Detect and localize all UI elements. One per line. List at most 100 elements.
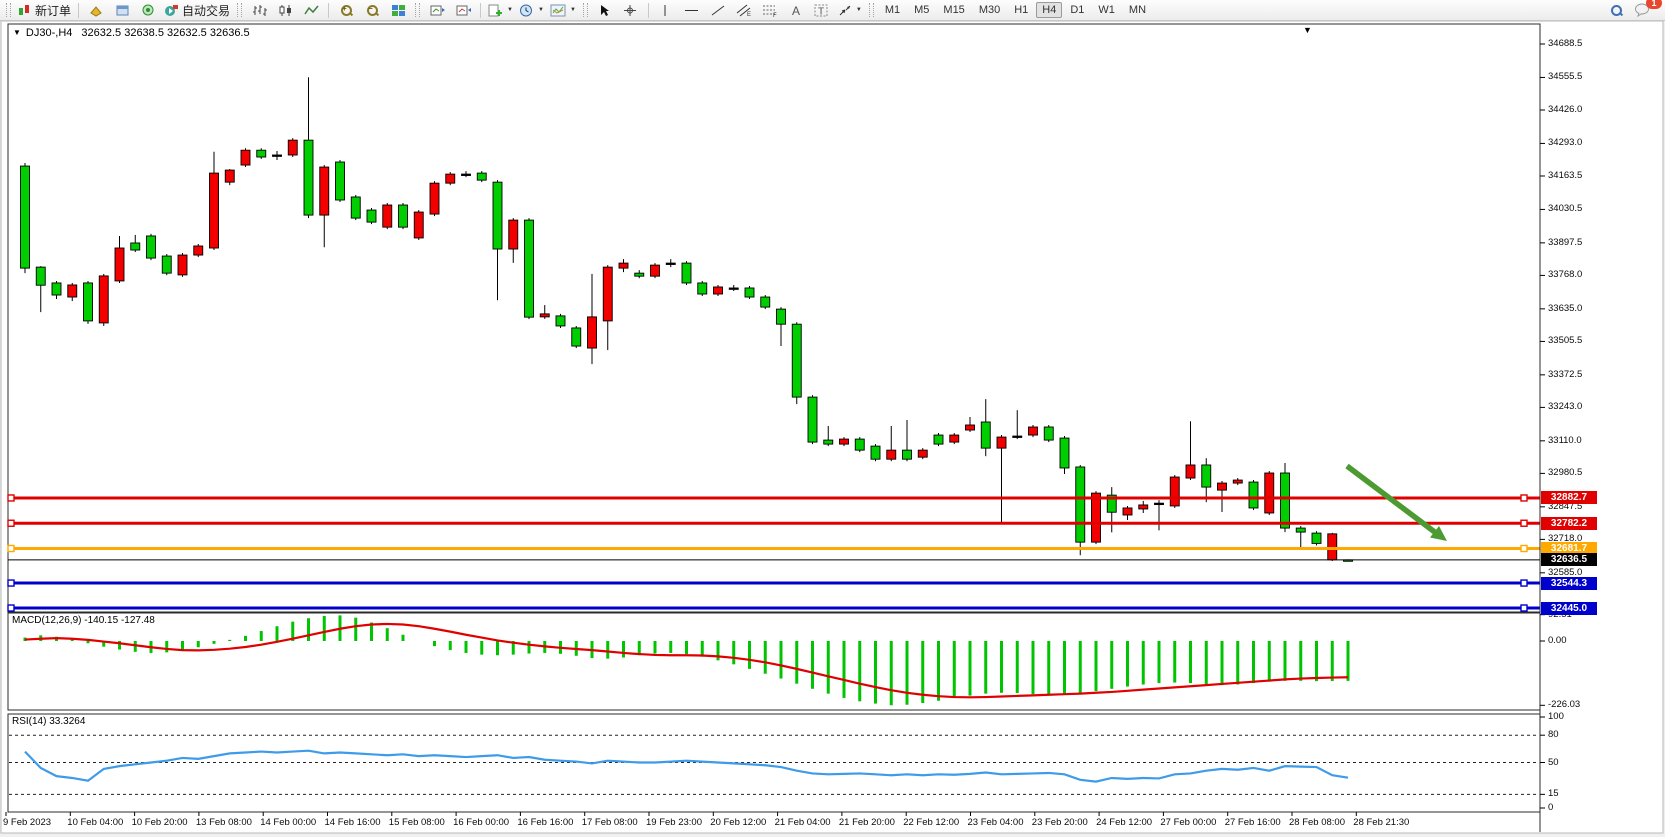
- candle-body: [665, 262, 676, 265]
- new-order-button[interactable]: 新订单: [15, 1, 74, 20]
- macd-signal-line: [24, 622, 1349, 699]
- collapse-triangle-icon[interactable]: ▼: [13, 28, 21, 37]
- timeframe-MN[interactable]: MN: [1128, 4, 1147, 16]
- line-handle[interactable]: [7, 579, 15, 587]
- trendline-icon: [711, 5, 725, 15]
- candle-body: [823, 439, 834, 445]
- line-handle[interactable]: [1520, 604, 1528, 612]
- price-badge-32681.7: 32681.7: [1541, 542, 1597, 555]
- timeframe-M15[interactable]: M15: [943, 4, 965, 16]
- vertical-line-tool-button[interactable]: [653, 1, 679, 20]
- cursor-tool-button[interactable]: [592, 1, 618, 20]
- cascade-charts-button[interactable]: [450, 1, 476, 20]
- candle-body: [177, 254, 188, 276]
- new-chart-button[interactable]: ▼: [485, 1, 516, 20]
- horizontal-line-tool-button[interactable]: [679, 1, 705, 20]
- market-watch-button[interactable]: [83, 1, 109, 20]
- macd-tick-label: 0.00: [1548, 635, 1567, 646]
- candle-body: [1138, 504, 1149, 510]
- auto-trading-button[interactable]: 自动交易: [161, 1, 233, 20]
- line-handle[interactable]: [1520, 519, 1528, 527]
- rsi-tick-label: 80: [1548, 729, 1559, 741]
- time-tick-label: 23 Feb 04:00: [967, 817, 1024, 828]
- timeframe-H1[interactable]: H1: [1014, 4, 1029, 16]
- zoom-out-button[interactable]: −: [359, 1, 385, 20]
- time-tick-label: 10 Feb 04:00: [67, 817, 124, 828]
- line-handle[interactable]: [7, 519, 15, 527]
- time-tick-label: 16 Feb 00:00: [453, 817, 510, 828]
- candle-body: [870, 445, 881, 460]
- text-label-tool-button[interactable]: T: [809, 1, 835, 20]
- price-tick-label: 33897.5: [1548, 236, 1583, 248]
- zoom-in-button[interactable]: +: [333, 1, 359, 20]
- bar-chart-icon: [252, 4, 267, 16]
- line-handle[interactable]: [7, 604, 15, 612]
- bar-chart-button[interactable]: [246, 1, 272, 20]
- timeframe-D1[interactable]: D1: [1070, 4, 1085, 16]
- chat-bubble-icon: [1635, 3, 1649, 17]
- price-tick-label: 34688.5: [1548, 38, 1583, 49]
- price-tick-label: 34555.5: [1548, 71, 1583, 83]
- macd-tick-label: -226.03: [1548, 699, 1581, 711]
- arrange-charts-button[interactable]: [424, 1, 450, 20]
- text-tool-button[interactable]: A: [783, 1, 809, 20]
- fibonacci-tool-button[interactable]: F: [757, 1, 783, 20]
- candle-body: [161, 255, 172, 274]
- equidistant-channel-tool-button[interactable]: E: [731, 1, 757, 20]
- toolbar-grip[interactable]: [6, 3, 11, 17]
- toolbar-grip[interactable]: [415, 3, 421, 17]
- line-handle[interactable]: [1520, 579, 1528, 587]
- templates-button[interactable]: ▼: [547, 1, 579, 20]
- line-chart-button[interactable]: [298, 1, 324, 20]
- line-handle[interactable]: [7, 544, 15, 553]
- data-window-button[interactable]: [109, 1, 135, 20]
- price-tick-label: 32980.5: [1548, 467, 1583, 479]
- timeframe-H4[interactable]: H4: [1036, 2, 1063, 18]
- candle-body: [728, 287, 739, 290]
- candle-body: [1185, 464, 1196, 479]
- svg-text:A: A: [792, 4, 800, 17]
- chart-dropdown-arrow-icon[interactable]: ▼: [1303, 25, 1312, 35]
- dropdown-caret-icon: ▼: [507, 7, 513, 13]
- tile-windows-button[interactable]: [385, 1, 411, 20]
- candle-body: [224, 169, 235, 183]
- candle-body: [1327, 533, 1338, 561]
- toolbar-grip[interactable]: [582, 3, 588, 17]
- time-tick-label: 10 Feb 20:00: [131, 817, 188, 828]
- trend-arrow-head[interactable]: [1430, 526, 1447, 541]
- new-order-icon: [19, 4, 29, 15]
- toolbar-grip[interactable]: [868, 3, 874, 17]
- candlestick-chart-button[interactable]: [272, 1, 298, 20]
- dropdown-caret-icon: ▼: [537, 7, 544, 13]
- notifications-button[interactable]: 1: [1629, 0, 1662, 20]
- candle-body: [287, 139, 298, 156]
- price-tick-label: 33635.0: [1548, 302, 1583, 314]
- search-button[interactable]: [1603, 1, 1629, 20]
- line-handle[interactable]: [7, 494, 15, 502]
- timeframe-M30[interactable]: M30: [978, 4, 1001, 16]
- new-chart-icon: [488, 4, 503, 16]
- price-tick-label: 34293.0: [1548, 137, 1583, 149]
- timeframe-M5[interactable]: M5: [914, 4, 930, 16]
- tile-windows-icon: [391, 4, 405, 16]
- candle-body: [1280, 472, 1290, 529]
- line-handle[interactable]: [1520, 494, 1528, 502]
- arrows-tool-button[interactable]: ▼: [835, 1, 865, 20]
- crosshair-tool-button[interactable]: [618, 1, 644, 20]
- timeframe-M1[interactable]: M1: [884, 4, 901, 16]
- macd-pane[interactable]: [7, 612, 1541, 711]
- line-handle[interactable]: [1520, 544, 1528, 553]
- trend-arrow[interactable]: [1345, 463, 1438, 536]
- candle-body: [256, 149, 267, 158]
- candle-body: [335, 161, 345, 201]
- time-tick-label: 17 Feb 08:00: [581, 817, 638, 828]
- candle-body: [539, 313, 550, 318]
- period-button[interactable]: ▼: [516, 1, 547, 20]
- signals-button[interactable]: [135, 1, 161, 20]
- macd-label: MACD(12,26,9) -140.15 -127.48: [12, 615, 155, 626]
- candle-body: [996, 436, 1007, 449]
- toolbar-grip[interactable]: [237, 3, 243, 17]
- trendline-tool-button[interactable]: [705, 1, 731, 20]
- timeframe-W1[interactable]: W1: [1098, 4, 1115, 16]
